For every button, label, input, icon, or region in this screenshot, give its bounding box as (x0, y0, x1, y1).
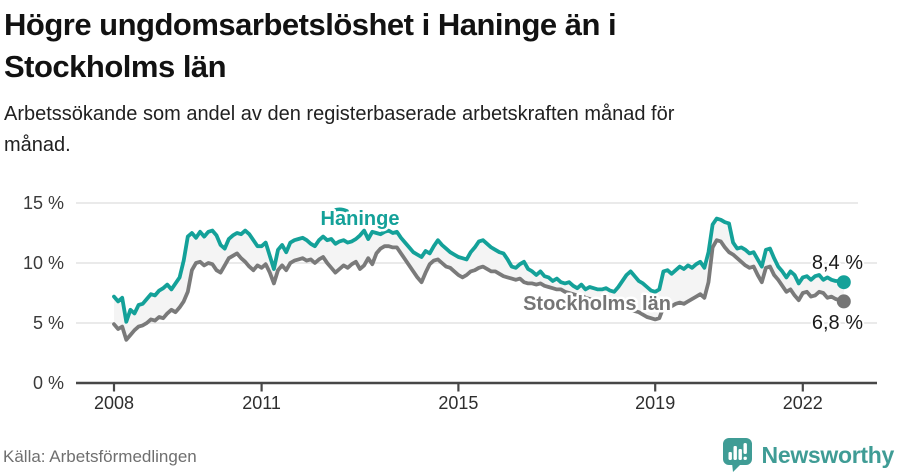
end-dot-haninge (836, 275, 851, 290)
chart-subtitle: Arbetssökande som andel av den registerb… (4, 99, 864, 161)
page-title: Högre ungdomsarbetslöshet i Haninge än i… (4, 4, 884, 88)
series-line-haninge (112, 216, 846, 324)
newsworthy-brand-text: Newsworthy (761, 441, 895, 468)
x-tick-label: 2015 (438, 393, 479, 413)
source-label: Källa: Arbetsförmedlingen (3, 447, 197, 466)
x-tick-label: 2011 (242, 393, 281, 413)
x-tick-label: 2019 (635, 393, 676, 413)
series-label-stockholm: Stockholms län (523, 293, 671, 315)
end-dot-stockholm (836, 294, 851, 309)
title-line-1: Högre ungdomsarbetslöshet i Haninge än i (4, 7, 617, 42)
series-line-stockholm (112, 238, 846, 342)
y-tick-label: 0 % (32, 373, 64, 393)
subtitle-line-1: Arbetssökande som andel av den registerb… (4, 103, 675, 125)
end-value-label-haninge: 8,4 % (812, 252, 863, 274)
area-between-series (114, 218, 844, 340)
subtitle-line-2: månad. (4, 134, 71, 156)
y-tick-label: 10 % (22, 253, 64, 273)
y-tick-label: 5 % (32, 313, 64, 333)
x-tick-label: 2022 (782, 393, 823, 413)
newsworthy-logo-icon (722, 438, 752, 472)
haninge-label-pointer (328, 207, 349, 214)
end-value-label-stockholm: 6,8 % (812, 312, 863, 334)
title-line-2: Stockholms län (4, 49, 227, 84)
x-axis (76, 381, 877, 392)
y-tick-label: 15 % (22, 193, 64, 213)
newsworthy-brand: Newsworthy (721, 437, 894, 473)
x-tick-label: 2008 (93, 393, 135, 413)
series-label-haninge: Haninge (321, 208, 400, 230)
